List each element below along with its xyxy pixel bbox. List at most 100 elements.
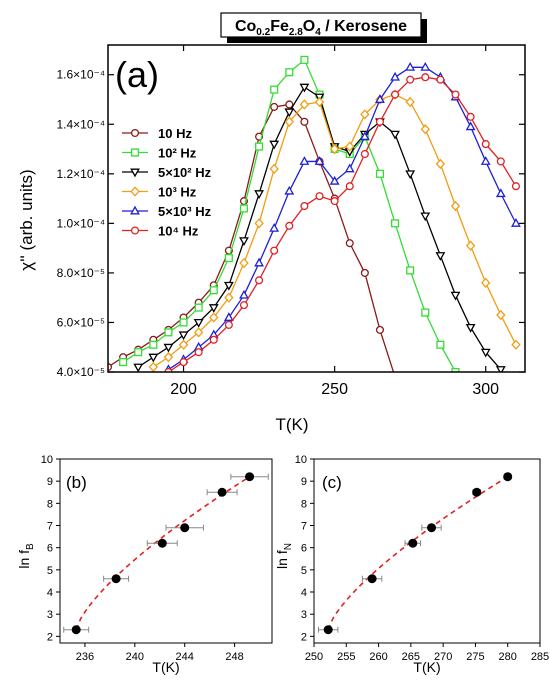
- data-point-s2: [391, 219, 400, 228]
- data-point-s1: [108, 362, 113, 372]
- data-point-s6: [224, 320, 233, 329]
- data-point-s1: [345, 239, 354, 248]
- plot-frame-b: [59, 458, 273, 644]
- legend-marker-1: [130, 128, 140, 138]
- y-tick-label-a: 4.0×10⁻⁵: [57, 365, 105, 379]
- x-tick-label-c: 250: [305, 651, 323, 663]
- y-tick-label-b: 5: [47, 565, 53, 577]
- data-point-s6: [451, 90, 460, 99]
- data-point-s4: [465, 240, 476, 251]
- series-line-5: [168, 66, 517, 371]
- data-point-s1: [375, 325, 385, 334]
- data-point-s4: [254, 218, 264, 229]
- data-point-s4: [405, 96, 415, 108]
- data-point-s6: [164, 367, 173, 372]
- data-point-s3: [223, 281, 234, 291]
- x-tick-label-b: 240: [126, 651, 144, 663]
- y-tick-label-a: 8.0×10⁻⁵: [57, 266, 105, 280]
- x-tick-label-b: 248: [225, 651, 243, 663]
- data-point-s1: [300, 117, 309, 126]
- data-point-s5: [269, 222, 280, 232]
- series-line-4: [152, 93, 517, 368]
- x-tick-label-c: 270: [434, 651, 452, 663]
- data-point-s6: [239, 301, 249, 310]
- data-point-b: [245, 472, 255, 482]
- data-point-s6: [375, 117, 385, 126]
- data-point-s4: [269, 163, 279, 175]
- data-point-s1: [360, 268, 369, 277]
- data-point-s6: [270, 246, 279, 255]
- x-tick-label-c: 265: [402, 651, 420, 663]
- data-point-s2: [270, 85, 279, 94]
- x-tick-label-b: 244: [176, 651, 194, 663]
- y-tick-label-a: 1.0×10⁻⁴: [56, 216, 105, 230]
- data-point-s5: [390, 71, 400, 81]
- legend-label-2: 10² Hz: [158, 146, 197, 161]
- data-point-s2: [194, 303, 203, 312]
- y-tick-label-c: 3: [301, 609, 307, 621]
- data-point-s6: [481, 140, 490, 149]
- data-point-s6: [194, 348, 203, 357]
- data-point-s3: [208, 304, 219, 313]
- data-point-b: [180, 523, 190, 533]
- plot-frame-c: [313, 458, 541, 644]
- data-point-s3: [420, 212, 431, 222]
- panel-b: (b) ln fB T(K) 2 3 4 5 6 7 8 9 10 236 240 244 248: [16, 454, 273, 675]
- data-point-s6: [285, 221, 294, 230]
- data-point-s4: [224, 292, 234, 303]
- plot-frame-a: [107, 44, 526, 373]
- data-point-b: [111, 574, 121, 584]
- legend-marker-5: [130, 205, 140, 215]
- data-point-s6: [315, 192, 324, 201]
- data-point-s2: [149, 340, 158, 349]
- data-point-s2: [179, 318, 188, 327]
- data-point-s4: [284, 116, 294, 127]
- y-tick-label-b: 3: [47, 609, 53, 621]
- legend-marker-2: [130, 148, 140, 157]
- data-point-s2: [406, 266, 415, 275]
- data-point-s2: [421, 308, 430, 317]
- data-point-s5: [314, 156, 325, 165]
- data-point-s1: [285, 100, 294, 109]
- data-point-s6: [255, 276, 264, 285]
- fit-curve-b: [75, 473, 254, 631]
- data-point-s5: [223, 312, 234, 321]
- data-point-s4: [193, 327, 204, 338]
- data-point-s3: [465, 323, 476, 333]
- y-tick-label-b: 6: [47, 543, 53, 555]
- data-point-s3: [435, 252, 446, 261]
- data-point-s4: [450, 200, 461, 212]
- data-point-s2: [300, 55, 309, 64]
- data-point-s6: [436, 75, 445, 84]
- y-tick-label-b: 10: [41, 454, 53, 466]
- data-point-s5: [299, 156, 310, 165]
- y-tick-label-c: 2: [301, 631, 307, 643]
- data-point-s3: [480, 348, 491, 358]
- y-tick-label-c: 8: [301, 498, 307, 510]
- data-point-s5: [511, 218, 521, 227]
- panel-a: (a) χ'' (arb. units) T(K) 200 250 300 4.0×1…: [17, 44, 526, 434]
- data-point-s4: [178, 339, 189, 350]
- data-point-s4: [420, 124, 430, 135]
- y-tick-label-c: 10: [295, 454, 307, 466]
- data-point-s1: [270, 102, 279, 111]
- data-point-s2: [119, 358, 128, 367]
- data-point-s4: [299, 99, 310, 110]
- y-tick-label-a: 1.2×10⁻⁴: [56, 167, 105, 181]
- data-point-s6: [300, 201, 309, 211]
- data-point-s3: [254, 190, 264, 199]
- y-tick-label-c: 7: [301, 521, 307, 533]
- legend-label-3: 5×10² Hz: [158, 165, 212, 180]
- panel-label-a: (a): [115, 54, 159, 95]
- y-tick-label-a: 1.4×10⁻⁴: [56, 117, 105, 131]
- data-point-s2: [285, 68, 294, 77]
- data-point-s6: [421, 73, 430, 82]
- y-tick-label-c: 4: [301, 587, 307, 599]
- panel-c: (c) ln fN T(K) 2 3 4 5 6 7 8 9 10 250 255 260 265 270…: [274, 454, 549, 675]
- data-point-s5: [239, 289, 249, 299]
- y-axis-label-c: ln fN: [274, 543, 294, 569]
- data-point-s3: [178, 331, 189, 341]
- data-point-s2: [224, 253, 233, 263]
- data-point-s6: [496, 157, 505, 166]
